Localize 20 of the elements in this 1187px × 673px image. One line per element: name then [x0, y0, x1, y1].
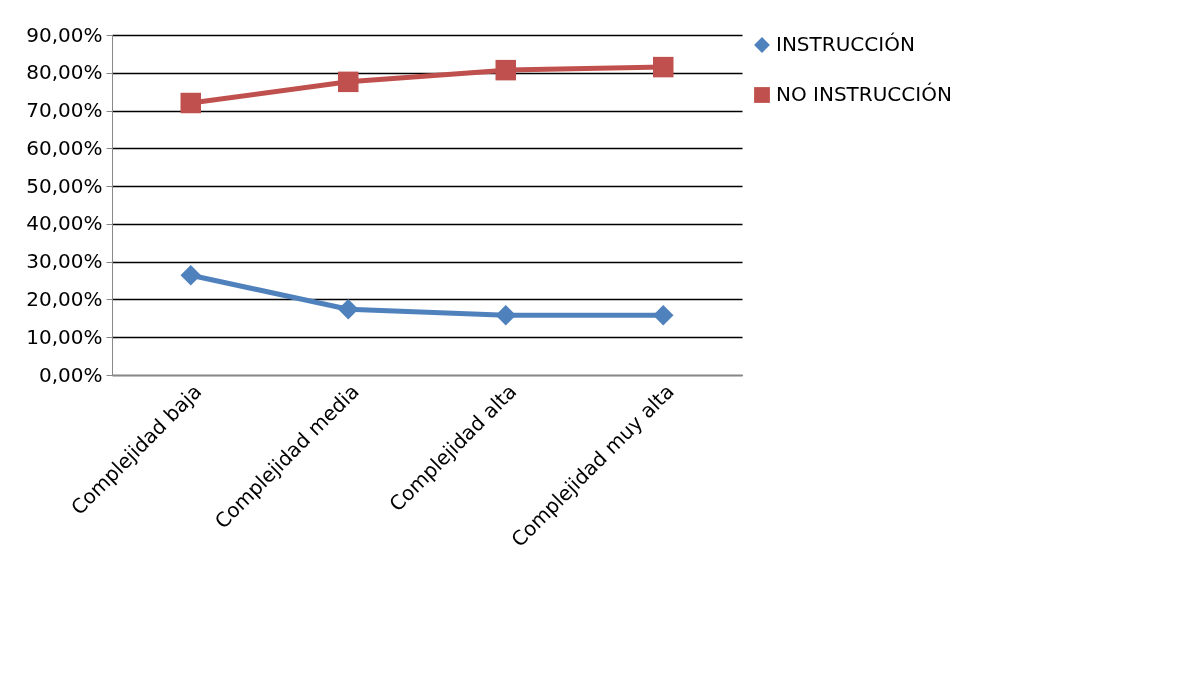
point — [653, 305, 674, 326]
point — [653, 56, 674, 78]
y-tick-label: 20,00% — [26, 286, 103, 311]
y-tick-label: 50,00% — [26, 173, 103, 198]
y-tick-label: 0,00% — [38, 362, 103, 387]
point — [338, 71, 359, 93]
point — [180, 92, 201, 114]
point — [180, 265, 201, 286]
y-tick-label: 30,00% — [26, 249, 103, 274]
point — [338, 299, 359, 320]
y-tick-label: 90,00% — [26, 22, 103, 47]
point — [495, 59, 516, 81]
y-tick-label: 70,00% — [26, 98, 103, 123]
y-tick-label: 40,00% — [26, 211, 103, 236]
legend-label: NO INSTRUCCIÓN — [776, 82, 952, 106]
y-tick-label: 10,00% — [26, 324, 103, 349]
y-tick-label: 60,00% — [26, 135, 103, 160]
point — [495, 305, 516, 326]
legend-label: INSTRUCCIÓN — [776, 32, 915, 56]
y-tick-label: 80,00% — [26, 60, 103, 85]
